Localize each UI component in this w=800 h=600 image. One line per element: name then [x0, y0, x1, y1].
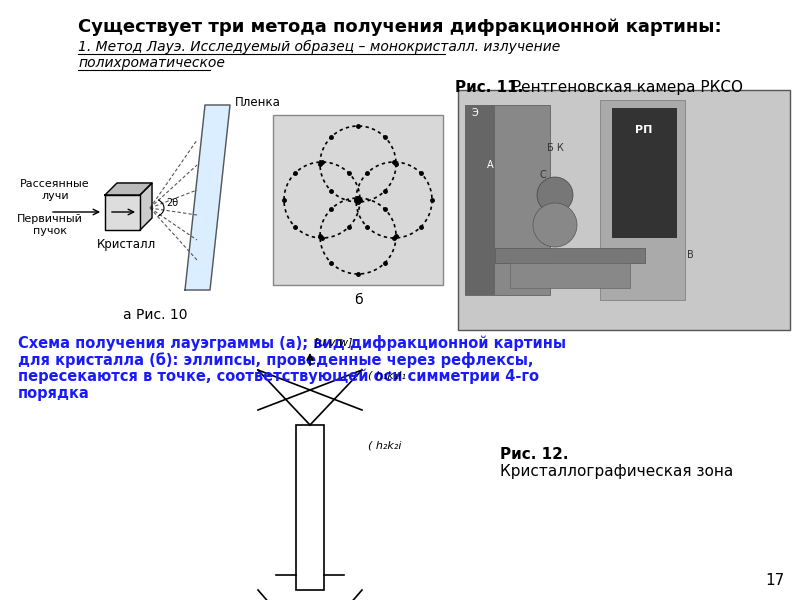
Text: ( h₁k₁l₁: ( h₁k₁l₁ — [368, 370, 406, 380]
Text: Б К: Б К — [546, 143, 563, 153]
Text: Рис. 12.: Рис. 12. — [500, 447, 569, 462]
Circle shape — [537, 177, 573, 213]
Text: Существует три метода получения дифракционной картины:: Существует три метода получения дифракци… — [78, 18, 722, 36]
Text: 17: 17 — [766, 573, 785, 588]
Polygon shape — [140, 183, 152, 230]
Polygon shape — [105, 183, 152, 195]
Text: б: б — [354, 293, 362, 307]
Text: Пленка: Пленка — [235, 97, 281, 109]
Text: Схема получения лауэграммы (а); вид дифракционной картины: Схема получения лауэграммы (а); вид дифр… — [18, 335, 566, 351]
Bar — [465, 105, 550, 295]
Text: Рентгеновская камера РКСО: Рентгеновская камера РКСО — [507, 80, 743, 95]
Bar — [612, 108, 677, 238]
Bar — [458, 90, 790, 330]
Text: а Рис. 10: а Рис. 10 — [122, 308, 187, 322]
Text: [u v w]: [u v w] — [314, 337, 353, 347]
Text: Рассеянные
лучи: Рассеянные лучи — [20, 179, 90, 201]
Bar — [458, 90, 790, 330]
Text: 2θ: 2θ — [166, 198, 178, 208]
Text: для кристалла (б): эллипсы, проведенные через рефлексы,: для кристалла (б): эллипсы, проведенные … — [18, 352, 534, 368]
Text: Э: Э — [472, 108, 478, 118]
Bar — [495, 248, 645, 263]
Text: А: А — [486, 160, 494, 170]
Bar — [273, 115, 443, 285]
Polygon shape — [105, 195, 140, 230]
Text: РП: РП — [635, 125, 653, 135]
Text: полихроматическое: полихроматическое — [78, 56, 225, 70]
Bar — [510, 263, 630, 288]
Text: Кристаллографическая зона: Кристаллографическая зона — [500, 464, 734, 479]
Text: Кристалл: Кристалл — [96, 238, 156, 251]
Bar — [296, 425, 324, 590]
Text: С: С — [540, 170, 546, 180]
Circle shape — [533, 203, 577, 247]
Text: Рис. 11.: Рис. 11. — [455, 80, 523, 95]
Text: порядка: порядка — [18, 386, 90, 401]
Bar — [600, 100, 685, 300]
Text: 1. Метод Лауэ. Исследуемый образец – монокристалл. излучение: 1. Метод Лауэ. Исследуемый образец – мон… — [78, 40, 560, 54]
Text: пересекаются в точке, соответствующей оси симметрии 4-го: пересекаются в точке, соответствующей ос… — [18, 369, 539, 385]
Text: Первичный
пучок: Первичный пучок — [17, 214, 83, 236]
Text: В: В — [686, 250, 694, 260]
Polygon shape — [185, 105, 230, 290]
Bar — [465, 105, 495, 295]
Text: ( h₂k₂i: ( h₂k₂i — [368, 440, 402, 450]
